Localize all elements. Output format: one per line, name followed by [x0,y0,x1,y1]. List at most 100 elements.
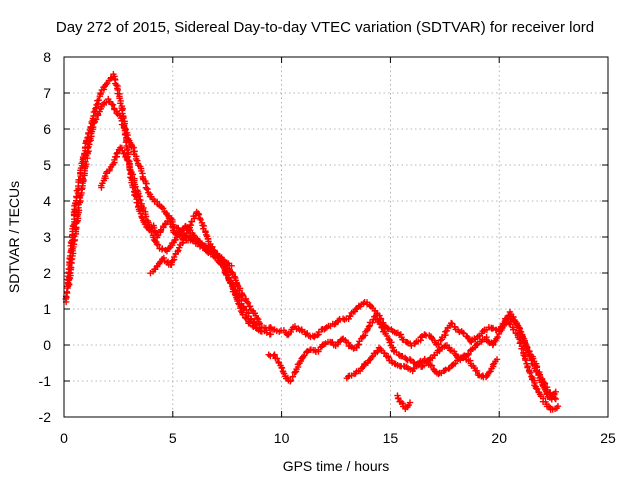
data-point [377,315,385,323]
data-point [113,150,120,157]
data-point [109,101,117,109]
data-point [404,338,411,346]
data-point [231,286,238,294]
data-point [267,331,274,338]
data-point [378,324,386,331]
data-point [443,327,451,335]
data-point [520,339,528,346]
data-point [347,312,354,320]
data-point [385,335,392,343]
data-point [299,353,307,360]
data-point [523,347,531,354]
data-point [63,288,71,296]
data-point [160,254,168,262]
data-point [554,403,562,410]
data-point [244,299,252,307]
y-tick-label: -2 [39,409,52,425]
data-point [274,355,281,362]
data-point [92,116,100,123]
data-point [473,367,481,375]
data-point [531,381,538,389]
data-point [86,138,93,145]
x-tick-label: 15 [383,430,399,446]
chart-title: Day 272 of 2015, Sidereal Day-to-day VTE… [56,19,594,36]
data-point [278,364,286,372]
data-point [209,247,216,254]
x-tick-label: 5 [169,430,177,446]
data-point [148,228,155,236]
data-point [345,373,352,380]
y-tick-label: 2 [43,265,51,281]
data-point [406,399,414,406]
data-point [89,123,97,131]
data-point [225,276,233,284]
y-tick-label: 8 [43,49,51,65]
data-point [132,183,139,190]
data-point [220,263,227,270]
data-point [92,105,99,112]
data-point [517,328,525,336]
data-point [435,370,442,378]
data-point [314,332,321,339]
x-axis-label: GPS time / hours [283,458,390,474]
data-point [369,319,376,326]
data-point [113,109,120,117]
y-tick-label: 3 [43,229,51,245]
data-point [95,96,102,104]
data-point [158,204,165,211]
data-point [176,244,183,251]
data-point [532,385,540,392]
data-point [421,331,428,338]
data-point [350,345,357,352]
data-point [331,321,338,328]
data-point [197,216,204,223]
data-point [144,185,151,193]
data-point [385,354,392,361]
data-point [487,368,494,375]
data-point [228,262,235,269]
data-point [389,344,397,351]
data-point [230,283,237,290]
data-point [510,326,517,333]
data-point [239,292,247,299]
y-tick-label: -1 [39,373,52,389]
data-point [485,338,492,345]
data-point [428,362,436,369]
data-point [246,303,254,310]
data-point [424,358,431,365]
data-point [360,300,367,307]
data-point [442,366,449,373]
data-point [289,373,296,380]
data-point [528,357,535,364]
plot-frame [63,56,609,418]
y-tick-label: 4 [43,193,51,209]
data-point [365,323,373,330]
data-point [482,373,490,381]
data-point [353,344,360,352]
data-point [253,314,261,322]
data-point [195,211,203,218]
data-point [329,338,336,346]
data-points [62,70,562,413]
data-point [534,385,541,393]
data-point [287,377,294,384]
data-point [462,353,469,360]
data-point [93,101,100,109]
y-axis-label: SDTVAR / TECUs [6,181,22,293]
data-point [406,356,414,363]
x-tick-label: 25 [600,430,616,446]
data-point [435,340,442,348]
data-point [76,192,84,200]
x-tick-label: 10 [274,430,290,446]
data-point [525,347,532,355]
data-point [506,320,513,327]
data-point [187,221,194,229]
data-point [97,89,104,97]
x-tick-label: 20 [491,430,507,446]
data-point [153,240,161,248]
data-point [295,325,302,332]
data-point [528,373,535,380]
tick-labels: 0 5 10 15 20 25 -2 -1 0 1 2 3 4 5 6 7 8 [39,49,616,446]
data-point [113,81,120,89]
